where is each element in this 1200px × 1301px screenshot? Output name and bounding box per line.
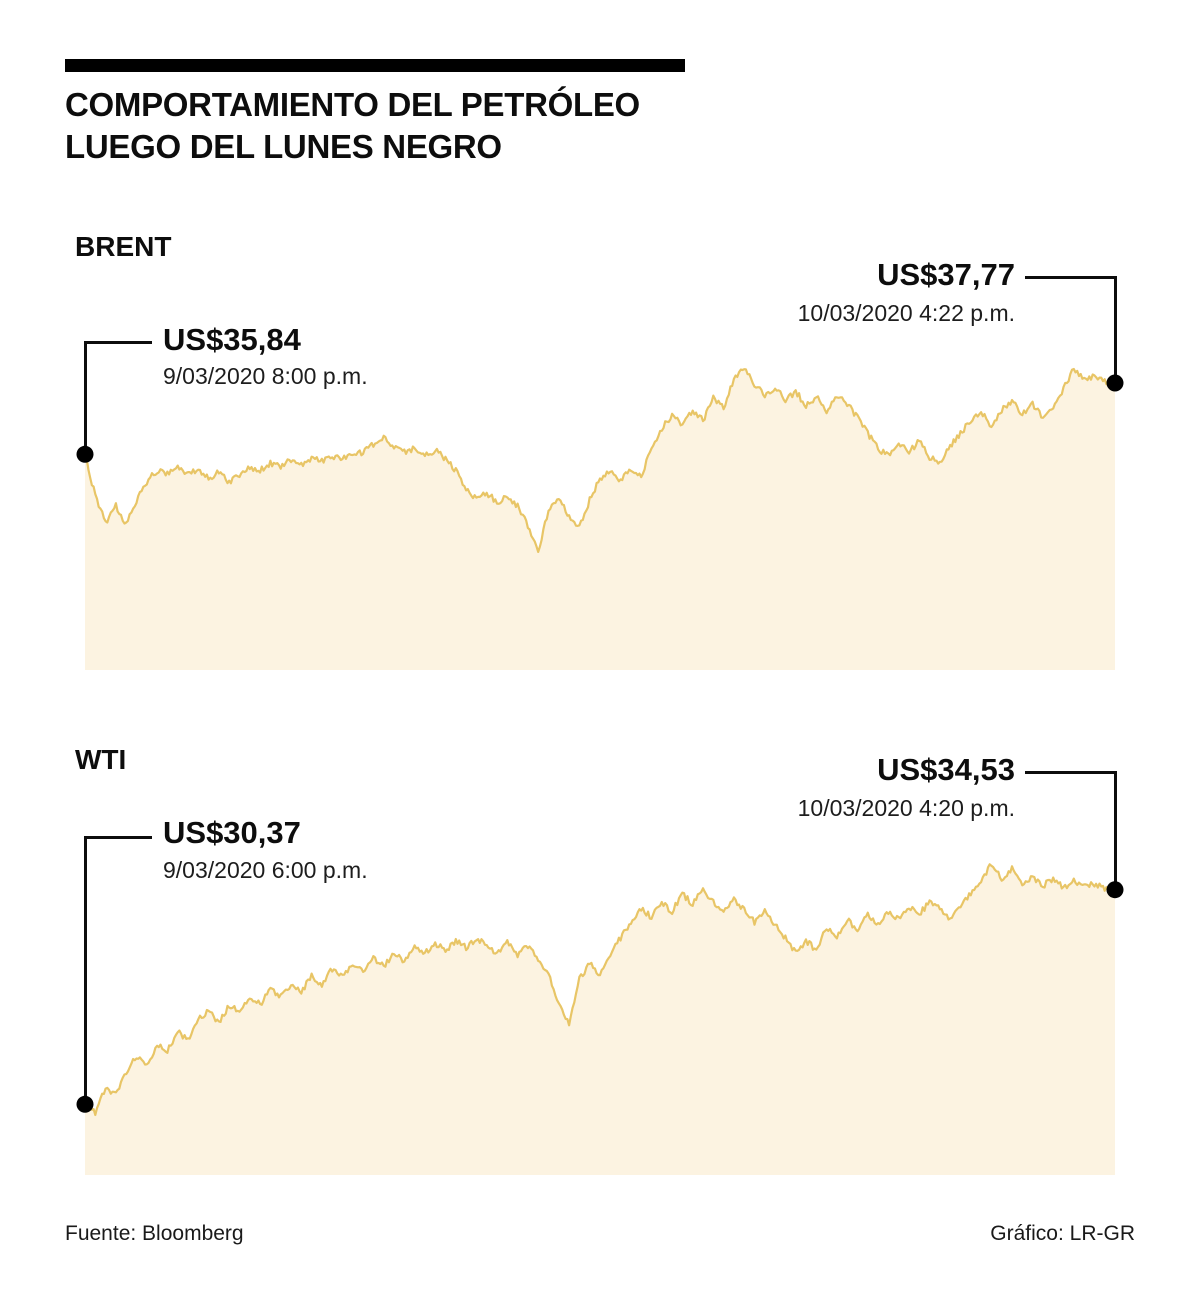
start-marker-dot xyxy=(76,445,94,463)
wti-start-connector-vertical xyxy=(84,836,87,1103)
end-marker-dot xyxy=(1106,374,1124,392)
brent-start-price: US$35,84 xyxy=(163,322,301,357)
page-title-line1: COMPORTAMIENTO DEL PETRÓLEO xyxy=(65,86,640,123)
series-area-fill xyxy=(85,369,1115,670)
series-line xyxy=(83,367,1117,553)
graphic-credit: Gráfico: LR-GR xyxy=(990,1222,1135,1245)
page-title-line2: LUEGO DEL LUNES NEGRO xyxy=(65,127,502,165)
wti-end-connector-vertical xyxy=(1114,771,1117,889)
brent-start-connector-vertical xyxy=(84,341,87,455)
brent-end-connector-vertical xyxy=(1114,276,1117,386)
wti-end-datetime: 10/03/2020 4:20 p.m. xyxy=(797,795,1015,821)
series-line xyxy=(83,863,1117,1117)
brent-start-connector-horizontal xyxy=(84,341,152,344)
wti-start-price: US$30,37 xyxy=(163,815,301,850)
wti-end-connector-horizontal xyxy=(1025,771,1117,774)
series-area-fill xyxy=(85,864,1115,1175)
wti-series-label: WTI xyxy=(75,744,127,775)
end-marker-dot xyxy=(1106,881,1124,899)
start-marker-dot xyxy=(76,1095,94,1113)
wti-price-chart xyxy=(76,850,1124,1175)
brent-start-datetime: 9/03/2020 8:00 p.m. xyxy=(163,363,368,389)
header-rule xyxy=(65,59,685,72)
wti-start-datetime: 9/03/2020 6:00 p.m. xyxy=(163,857,368,883)
wti-start-connector-horizontal xyxy=(84,836,152,839)
brent-series-label: BRENT xyxy=(75,231,172,262)
brent-price-chart xyxy=(76,345,1124,670)
brent-end-datetime: 10/03/2020 4:22 p.m. xyxy=(797,300,1015,326)
source-credit: Fuente: Bloomberg xyxy=(65,1222,244,1245)
wti-end-price: US$34,53 xyxy=(877,752,1015,787)
page-title: COMPORTAMIENTO DEL PETRÓLEO LUEGO DEL LU… xyxy=(65,84,640,168)
brent-end-price: US$37,77 xyxy=(877,257,1015,292)
brent-end-connector-horizontal xyxy=(1025,276,1117,279)
